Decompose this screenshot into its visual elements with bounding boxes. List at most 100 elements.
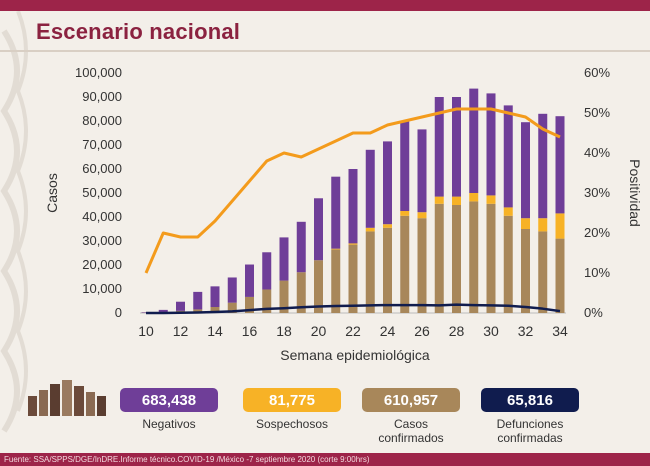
bar-negativos [417, 129, 427, 213]
bar-casos-confirmados [400, 215, 410, 313]
y-tick-label: 70,000 [82, 137, 122, 152]
y2-tick-label: 10% [584, 265, 610, 280]
x-tick-label: 34 [552, 323, 568, 339]
y2-tick-label: 50% [584, 105, 610, 120]
bar-casos-confirmados [314, 260, 323, 313]
y-tick-label: 0 [115, 305, 122, 320]
bar-casos-confirmados [227, 302, 237, 313]
bar-sospechosos [348, 243, 358, 245]
bar-casos-confirmados [538, 231, 548, 313]
bar-negativos [521, 122, 530, 219]
bar-casos-confirmados [296, 272, 306, 313]
bar-negativos [486, 93, 496, 196]
bar-negativos [227, 277, 237, 303]
bar-casos-confirmados [555, 238, 565, 313]
y-tick-label: 40,000 [82, 209, 122, 224]
y2-tick-label: 30% [584, 185, 610, 200]
x-tick-label: 10 [138, 323, 154, 339]
bar-sospechosos [365, 227, 375, 232]
bar-casos-confirmados [262, 289, 272, 313]
x-tick-label: 26 [414, 323, 430, 339]
bar-negativos [262, 252, 272, 290]
bar-casos-confirmados [486, 203, 496, 313]
bar-casos-confirmados [210, 307, 220, 313]
y2-tick-label: 0% [584, 305, 603, 320]
bar-negativos [296, 221, 306, 273]
stat-confirmados-value: 610,957 [383, 391, 439, 409]
stat-negativos-value: 683,438 [141, 391, 197, 409]
stat-confirmados-label: Casos confirmados [378, 417, 444, 445]
cases-chart: 0 10,000 20,000 30,000 40,000 50,000 60,000 70,… [44, 65, 643, 363]
x-tick-label: 28 [449, 323, 465, 339]
stat-sospechosos-label: Sospechosos [255, 417, 329, 431]
header-bar [0, 0, 650, 11]
x-axis-label: Semana epidemiológica [280, 347, 430, 363]
stat-defunciones-badge: 65,816 [481, 388, 579, 412]
bar-sospechosos [434, 196, 444, 204]
page-title: Escenario nacional [36, 19, 241, 44]
y-tick-label: 20,000 [82, 257, 122, 272]
bar-sospechosos [452, 196, 461, 205]
x-tick-label: 16 [242, 323, 258, 339]
bar-negativos [279, 237, 289, 281]
y-tick-label: 10,000 [82, 281, 122, 296]
bar-casos-confirmados [365, 231, 375, 313]
y-tick-label: 30,000 [82, 233, 122, 248]
bar-negativos [555, 116, 565, 214]
bar-sospechosos [417, 212, 427, 219]
bar-negativos [158, 309, 168, 313]
x-tick-label: 18 [276, 323, 292, 339]
x-tick-label: 20 [311, 323, 327, 339]
bar-sospechosos [486, 195, 496, 204]
y2-tick-label: 60% [584, 65, 610, 80]
line-defunciones-confirmadas [146, 303, 561, 315]
bar-sospechosos [331, 248, 341, 250]
bar-negativos [503, 105, 513, 208]
x-tick-label: 24 [380, 323, 396, 339]
bar-sospechosos [469, 193, 479, 202]
bar-negativos [210, 286, 220, 307]
stat-sospechosos-value: 81,775 [269, 391, 315, 409]
y2-tick-label: 40% [584, 145, 610, 160]
y-tick-label: 100,000 [75, 65, 122, 80]
title-divider [0, 50, 650, 52]
bar-negativos [245, 264, 254, 297]
bar-sospechosos [503, 207, 513, 216]
bar-sospechosos [521, 218, 530, 229]
bar-sospechosos [555, 213, 565, 239]
decorative-pattern [0, 11, 28, 433]
x-tick-label: 30 [483, 323, 499, 339]
bar-casos-confirmados [503, 215, 513, 313]
y-tick-label: 50,000 [82, 185, 122, 200]
y-axis-label: Casos [44, 173, 60, 213]
bar-negativos [400, 121, 410, 211]
x-tick-label: 14 [207, 323, 223, 339]
stat-negativos-label: Negativos [142, 417, 196, 431]
bar-negativos [314, 198, 323, 261]
bar-negativos [538, 113, 548, 219]
bar-negativos [331, 176, 341, 249]
bar-casos-confirmados [417, 218, 427, 313]
bar-negativos [469, 88, 479, 193]
bar-casos-confirmados [434, 203, 444, 313]
stat-defunciones-value: 65,816 [507, 391, 553, 409]
stat-defunciones-label: Defunciones confirmadas [496, 417, 564, 445]
bar-negativos [348, 169, 358, 244]
bar-casos-confirmados [331, 249, 341, 313]
bar-negativos [176, 301, 185, 311]
bar-casos-confirmados [469, 201, 479, 313]
bar-sospechosos [383, 224, 392, 228]
bar-negativos [383, 141, 392, 225]
bar-casos-confirmados [383, 227, 392, 313]
y-tick-label: 80,000 [82, 113, 122, 128]
bar-negativos [193, 291, 203, 310]
bar-negativos [452, 97, 461, 197]
bar-casos-confirmados [348, 244, 358, 313]
x-tick-label: 12 [173, 323, 189, 339]
stat-confirmados-badge: 610,957 [362, 388, 460, 412]
x-tick-label: 32 [518, 323, 534, 339]
x-tick-label: 22 [345, 323, 361, 339]
stat-negativos-badge: 683,438 [120, 388, 218, 412]
line-positividad [144, 107, 561, 274]
bar-sospechosos [400, 211, 410, 216]
